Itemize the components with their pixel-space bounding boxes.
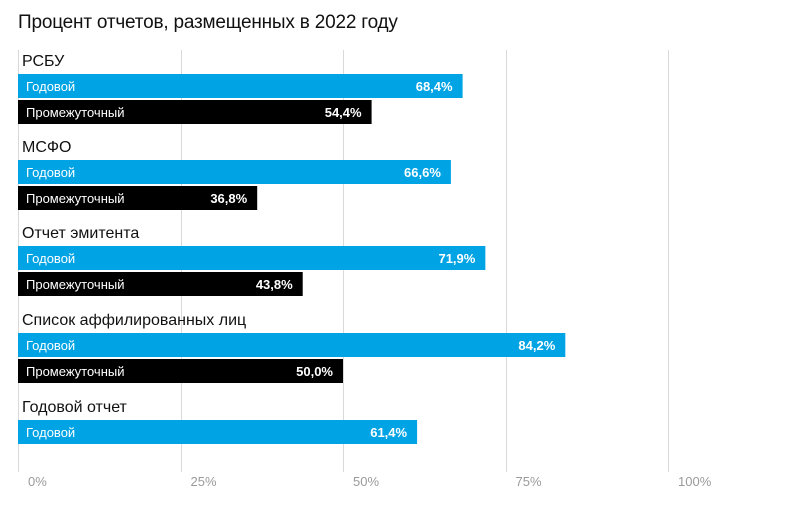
bar-annual xyxy=(18,420,418,444)
bar-annual xyxy=(18,333,566,357)
bar-interim xyxy=(18,100,372,124)
chart-title: Процент отчетов, размещенных в 2022 году xyxy=(18,12,398,33)
bar-annual xyxy=(18,74,463,98)
series-label: Годовой xyxy=(26,251,75,266)
bar-annual xyxy=(18,246,486,270)
data-label: 84,2% xyxy=(518,338,555,353)
bar-interim xyxy=(18,359,343,383)
x-tick-label: 50% xyxy=(353,474,379,489)
data-label: 43,8% xyxy=(256,277,293,292)
bar-annual xyxy=(18,160,451,184)
data-label: 50,0% xyxy=(296,364,333,379)
data-label: 68,4% xyxy=(416,79,453,94)
category-label: Список аффилированных лиц xyxy=(22,312,246,329)
series-label: Промежуточный xyxy=(26,105,124,120)
bar-interim xyxy=(18,272,303,296)
series-label: Промежуточный xyxy=(26,277,124,292)
data-label: 71,9% xyxy=(438,251,475,266)
series-label: Промежуточный xyxy=(26,191,124,206)
category-label: РСБУ xyxy=(22,53,65,70)
bars-layer xyxy=(18,74,566,444)
category-label: Отчет эмитента xyxy=(22,225,139,242)
data-label: 54,4% xyxy=(325,105,362,120)
data-label: 61,4% xyxy=(370,425,407,440)
data-label: 36,8% xyxy=(210,191,247,206)
series-label: Годовой xyxy=(26,338,75,353)
series-label: Годовой xyxy=(26,425,75,440)
x-tick-label: 100% xyxy=(678,474,712,489)
series-label: Промежуточный xyxy=(26,364,124,379)
labels-layer: 0% 25% 50% 75% 100% РСБУ Годовой 68,4% Промежуто… xyxy=(22,53,712,489)
category-label: Годовой отчет xyxy=(22,399,128,416)
category-label: МСФО xyxy=(22,139,72,156)
series-label: Годовой xyxy=(26,165,75,180)
series-label: Годовой xyxy=(26,79,75,94)
x-tick-label: 25% xyxy=(191,474,217,489)
data-label: 66,6% xyxy=(404,165,441,180)
x-tick-label: 0% xyxy=(28,474,47,489)
x-tick-label: 75% xyxy=(516,474,542,489)
bar-interim xyxy=(18,186,258,210)
